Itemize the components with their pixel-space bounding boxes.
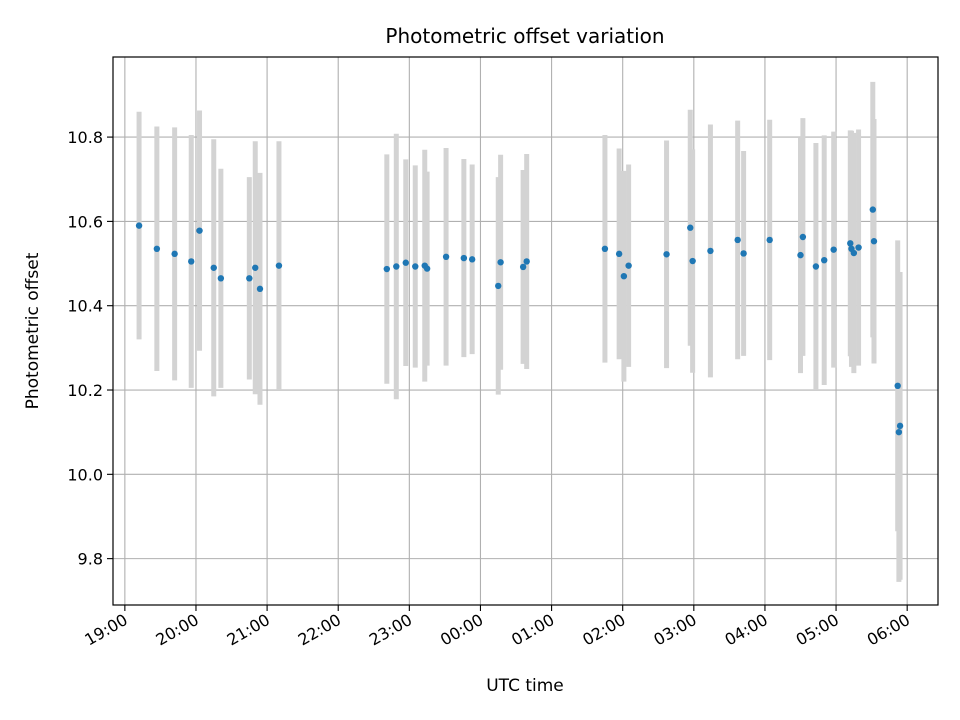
y-tick-label: 10.6	[67, 212, 103, 231]
data-point	[252, 264, 259, 271]
plot-frame	[112, 56, 939, 606]
y-tick-label: 10.0	[67, 465, 103, 484]
data-point	[896, 422, 904, 430]
data-point	[601, 245, 609, 252]
data-point	[855, 244, 862, 251]
data-point	[850, 249, 858, 257]
y-tick-label: 10.8	[67, 128, 103, 147]
data-point	[135, 222, 143, 229]
data-point	[797, 251, 804, 259]
data-point	[869, 206, 877, 213]
data-point	[687, 224, 694, 231]
data-point	[188, 258, 195, 265]
y-axis-title: Photometric offset	[23, 252, 43, 409]
data-point	[442, 253, 450, 261]
data-point	[246, 275, 253, 282]
y-tick-label: 10.2	[67, 381, 103, 400]
data-point	[870, 238, 878, 245]
data-point	[894, 382, 901, 389]
y-tick-label: 10.4	[67, 297, 103, 316]
data-point	[821, 256, 828, 264]
chart-title: Photometric offset variation	[385, 24, 664, 48]
y-tick-label: 9.8	[78, 550, 103, 569]
data-point	[210, 264, 217, 271]
data-point	[523, 258, 530, 265]
data-point	[171, 250, 178, 258]
data-point	[895, 428, 903, 436]
data-point	[383, 265, 391, 273]
data-point	[196, 227, 203, 234]
data-point	[275, 262, 283, 269]
data-point	[217, 275, 225, 282]
data-point	[830, 246, 837, 253]
data-point	[423, 265, 431, 272]
data-point	[847, 240, 854, 247]
data-point	[519, 263, 527, 271]
data-point	[402, 259, 409, 266]
data-point	[393, 263, 400, 270]
data-points	[135, 206, 904, 436]
data-point	[625, 262, 632, 269]
data-point	[734, 236, 741, 244]
data-point	[615, 250, 623, 258]
x-axis-title: UTC time	[486, 676, 564, 696]
data-point	[689, 257, 696, 265]
data-point	[495, 282, 502, 290]
data-point	[412, 263, 419, 270]
data-point	[620, 273, 628, 280]
data-point	[707, 247, 714, 255]
data-point	[799, 233, 807, 241]
data-point	[460, 254, 468, 262]
data-point	[663, 251, 670, 258]
data-point	[766, 236, 773, 244]
data-point	[153, 245, 161, 252]
data-point	[740, 250, 747, 257]
data-point	[256, 285, 264, 293]
data-point	[812, 263, 820, 270]
data-point	[468, 256, 476, 263]
data-point	[497, 259, 504, 266]
